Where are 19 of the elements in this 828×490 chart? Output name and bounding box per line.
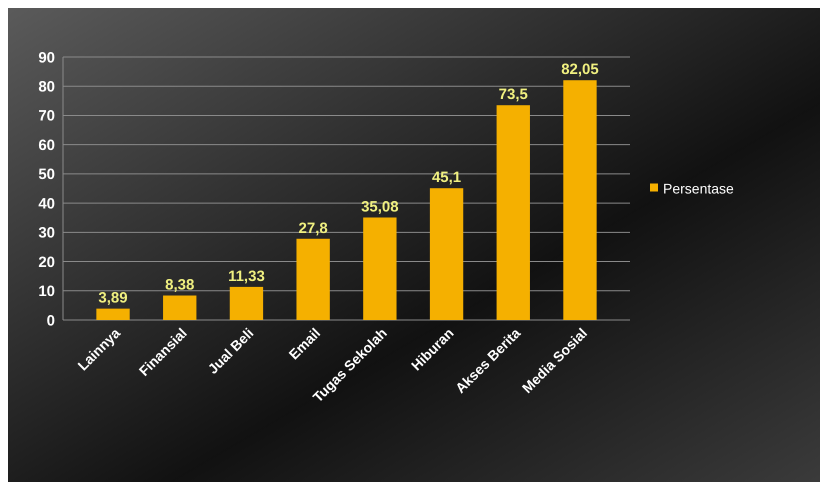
data-label: 73,5 xyxy=(498,86,528,104)
y-tick-label: 20 xyxy=(38,254,55,271)
y-tick-label: 0 xyxy=(46,312,55,330)
y-tick-label: 80 xyxy=(38,78,55,96)
data-label: 27,8 xyxy=(298,220,328,237)
data-label: 82,05 xyxy=(561,61,599,78)
y-tick-label: 50 xyxy=(38,166,55,184)
y-tick-label: 30 xyxy=(38,224,55,242)
y-tick-label: 70 xyxy=(38,108,55,125)
legend-label: Persentase xyxy=(663,180,734,196)
data-label: 35,08 xyxy=(361,198,399,216)
data-label: 8,38 xyxy=(165,276,194,294)
data-label: 45,1 xyxy=(432,169,462,186)
y-tick-label: 10 xyxy=(38,283,55,300)
y-tick-label: 60 xyxy=(38,136,55,154)
y-tick-label: 90 xyxy=(38,49,55,66)
data-label: 3,89 xyxy=(98,290,128,307)
y-tick-label: 40 xyxy=(38,195,55,212)
data-label: 11,33 xyxy=(228,268,265,285)
